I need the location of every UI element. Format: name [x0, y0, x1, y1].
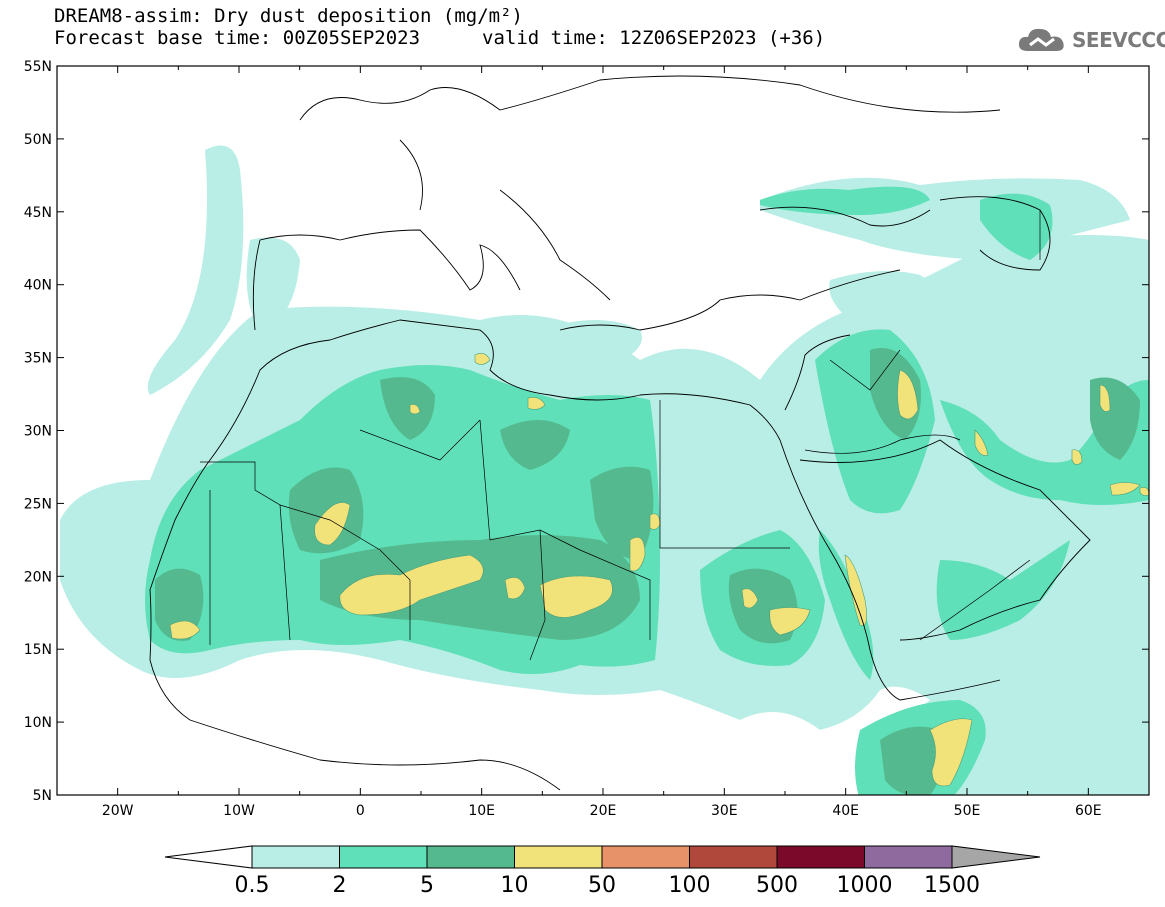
lon-tick-label: 10W — [223, 803, 255, 819]
axis-ticks: 20W 10W 0 10E 20E 30E 40E 50E 60E 55N 50N 45N 40N 35N… — [24, 59, 1150, 819]
lon-tick-label: 20E — [590, 803, 617, 819]
colorbar-segment — [601, 845, 690, 869]
lon-tick-label: 0 — [356, 803, 365, 819]
lat-tick-label: 15N — [24, 642, 52, 658]
lon-tick-label: 30E — [711, 803, 738, 819]
lat-tick-label: 45N — [24, 205, 52, 221]
colorbar-segment — [689, 845, 778, 869]
colorbar-segment — [426, 845, 515, 869]
lon-tick-label: 40E — [832, 803, 859, 819]
colorbar-label: 10 — [501, 873, 529, 898]
valid-time: valid time: 12Z06SEP2023 (+36) — [482, 27, 826, 49]
colorbar-label: 0.5 — [235, 873, 270, 898]
dust-field — [60, 145, 1149, 795]
colorbar-segment — [339, 845, 428, 869]
colorbar-segment — [251, 845, 340, 869]
lon-tick-label: 60E — [1075, 803, 1102, 819]
lon-tick-label: 10E — [468, 803, 495, 819]
colorbar-label: 5 — [420, 873, 434, 898]
colorbar-label: 1500 — [924, 873, 980, 898]
colorbar-label: 2 — [333, 873, 347, 898]
colorbar-segment — [864, 845, 953, 869]
logo-text: SEEVCCC — [1072, 28, 1165, 52]
colorbar-under-triangle — [164, 845, 253, 869]
coastlines — [149, 75, 1091, 791]
colorbar-segment — [514, 845, 603, 869]
colorbar-label: 100 — [669, 873, 711, 898]
lat-tick-label: 35N — [24, 351, 52, 367]
lon-tick-label: 50E — [954, 803, 981, 819]
cloud-icon — [1018, 28, 1064, 51]
map-title: DREAM8-assim: Dry dust deposition (mg/m²… — [54, 5, 523, 27]
colorbar-segment — [776, 845, 865, 869]
colorbar-over-triangle — [951, 845, 1041, 869]
country-borders — [200, 210, 1041, 661]
seevccc-logo: SEEVCCC — [1016, 24, 1165, 56]
deposition-band-10-50 — [169, 353, 1149, 787]
lat-tick-label: 50N — [24, 132, 52, 148]
colorbar: 0.5 2 5 10 50 100 500 1000 1500 — [164, 845, 1041, 898]
colorbar-label: 1000 — [837, 873, 893, 898]
lat-tick-label: 5N — [33, 788, 52, 804]
lat-tick-label: 30N — [24, 424, 52, 440]
colorbar-label: 500 — [756, 873, 798, 898]
forecast-base-time: Forecast base time: 00Z05SEP2023 — [54, 27, 421, 49]
lat-tick-label: 10N — [24, 715, 52, 731]
lat-tick-label: 40N — [24, 278, 52, 294]
lat-tick-label: 25N — [24, 496, 52, 512]
colorbar-label: 50 — [588, 873, 616, 898]
lon-tick-label: 20W — [102, 803, 134, 819]
lat-tick-label: 55N — [24, 59, 52, 75]
lat-tick-label: 20N — [24, 569, 52, 585]
